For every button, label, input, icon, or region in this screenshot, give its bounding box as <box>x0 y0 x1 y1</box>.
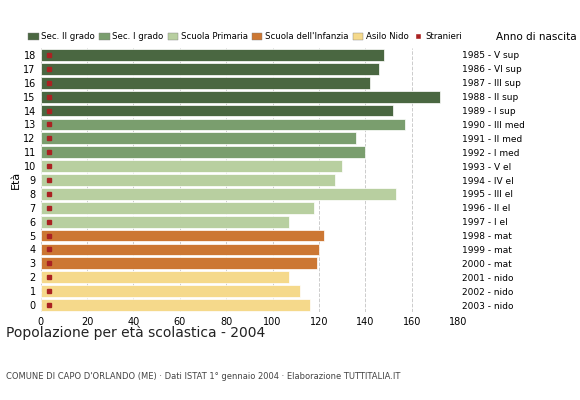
Bar <box>41 91 440 102</box>
Bar <box>41 285 300 297</box>
Text: Anno di nascita: Anno di nascita <box>496 32 577 42</box>
Bar <box>41 230 324 242</box>
Bar <box>41 244 319 255</box>
Legend: Sec. II grado, Sec. I grado, Scuola Primaria, Scuola dell'Infanzia, Asilo Nido, : Sec. II grado, Sec. I grado, Scuola Prim… <box>28 32 462 41</box>
Bar <box>41 299 310 311</box>
Bar <box>41 146 365 158</box>
Bar <box>41 49 384 61</box>
Bar <box>41 118 405 130</box>
Bar <box>41 63 379 75</box>
Bar <box>41 77 370 89</box>
Bar <box>41 202 314 214</box>
Bar <box>41 105 393 116</box>
Bar <box>41 132 356 144</box>
Bar <box>41 258 317 269</box>
Bar <box>41 188 396 200</box>
Text: Popolazione per età scolastica - 2004: Popolazione per età scolastica - 2004 <box>6 326 265 340</box>
Bar <box>41 216 289 228</box>
Bar <box>41 160 342 172</box>
Y-axis label: Età: Età <box>10 171 20 189</box>
Text: COMUNE DI CAPO D'ORLANDO (ME) · Dati ISTAT 1° gennaio 2004 · Elaborazione TUTTIT: COMUNE DI CAPO D'ORLANDO (ME) · Dati IST… <box>6 372 400 381</box>
Bar <box>41 271 289 283</box>
Bar <box>41 174 335 186</box>
